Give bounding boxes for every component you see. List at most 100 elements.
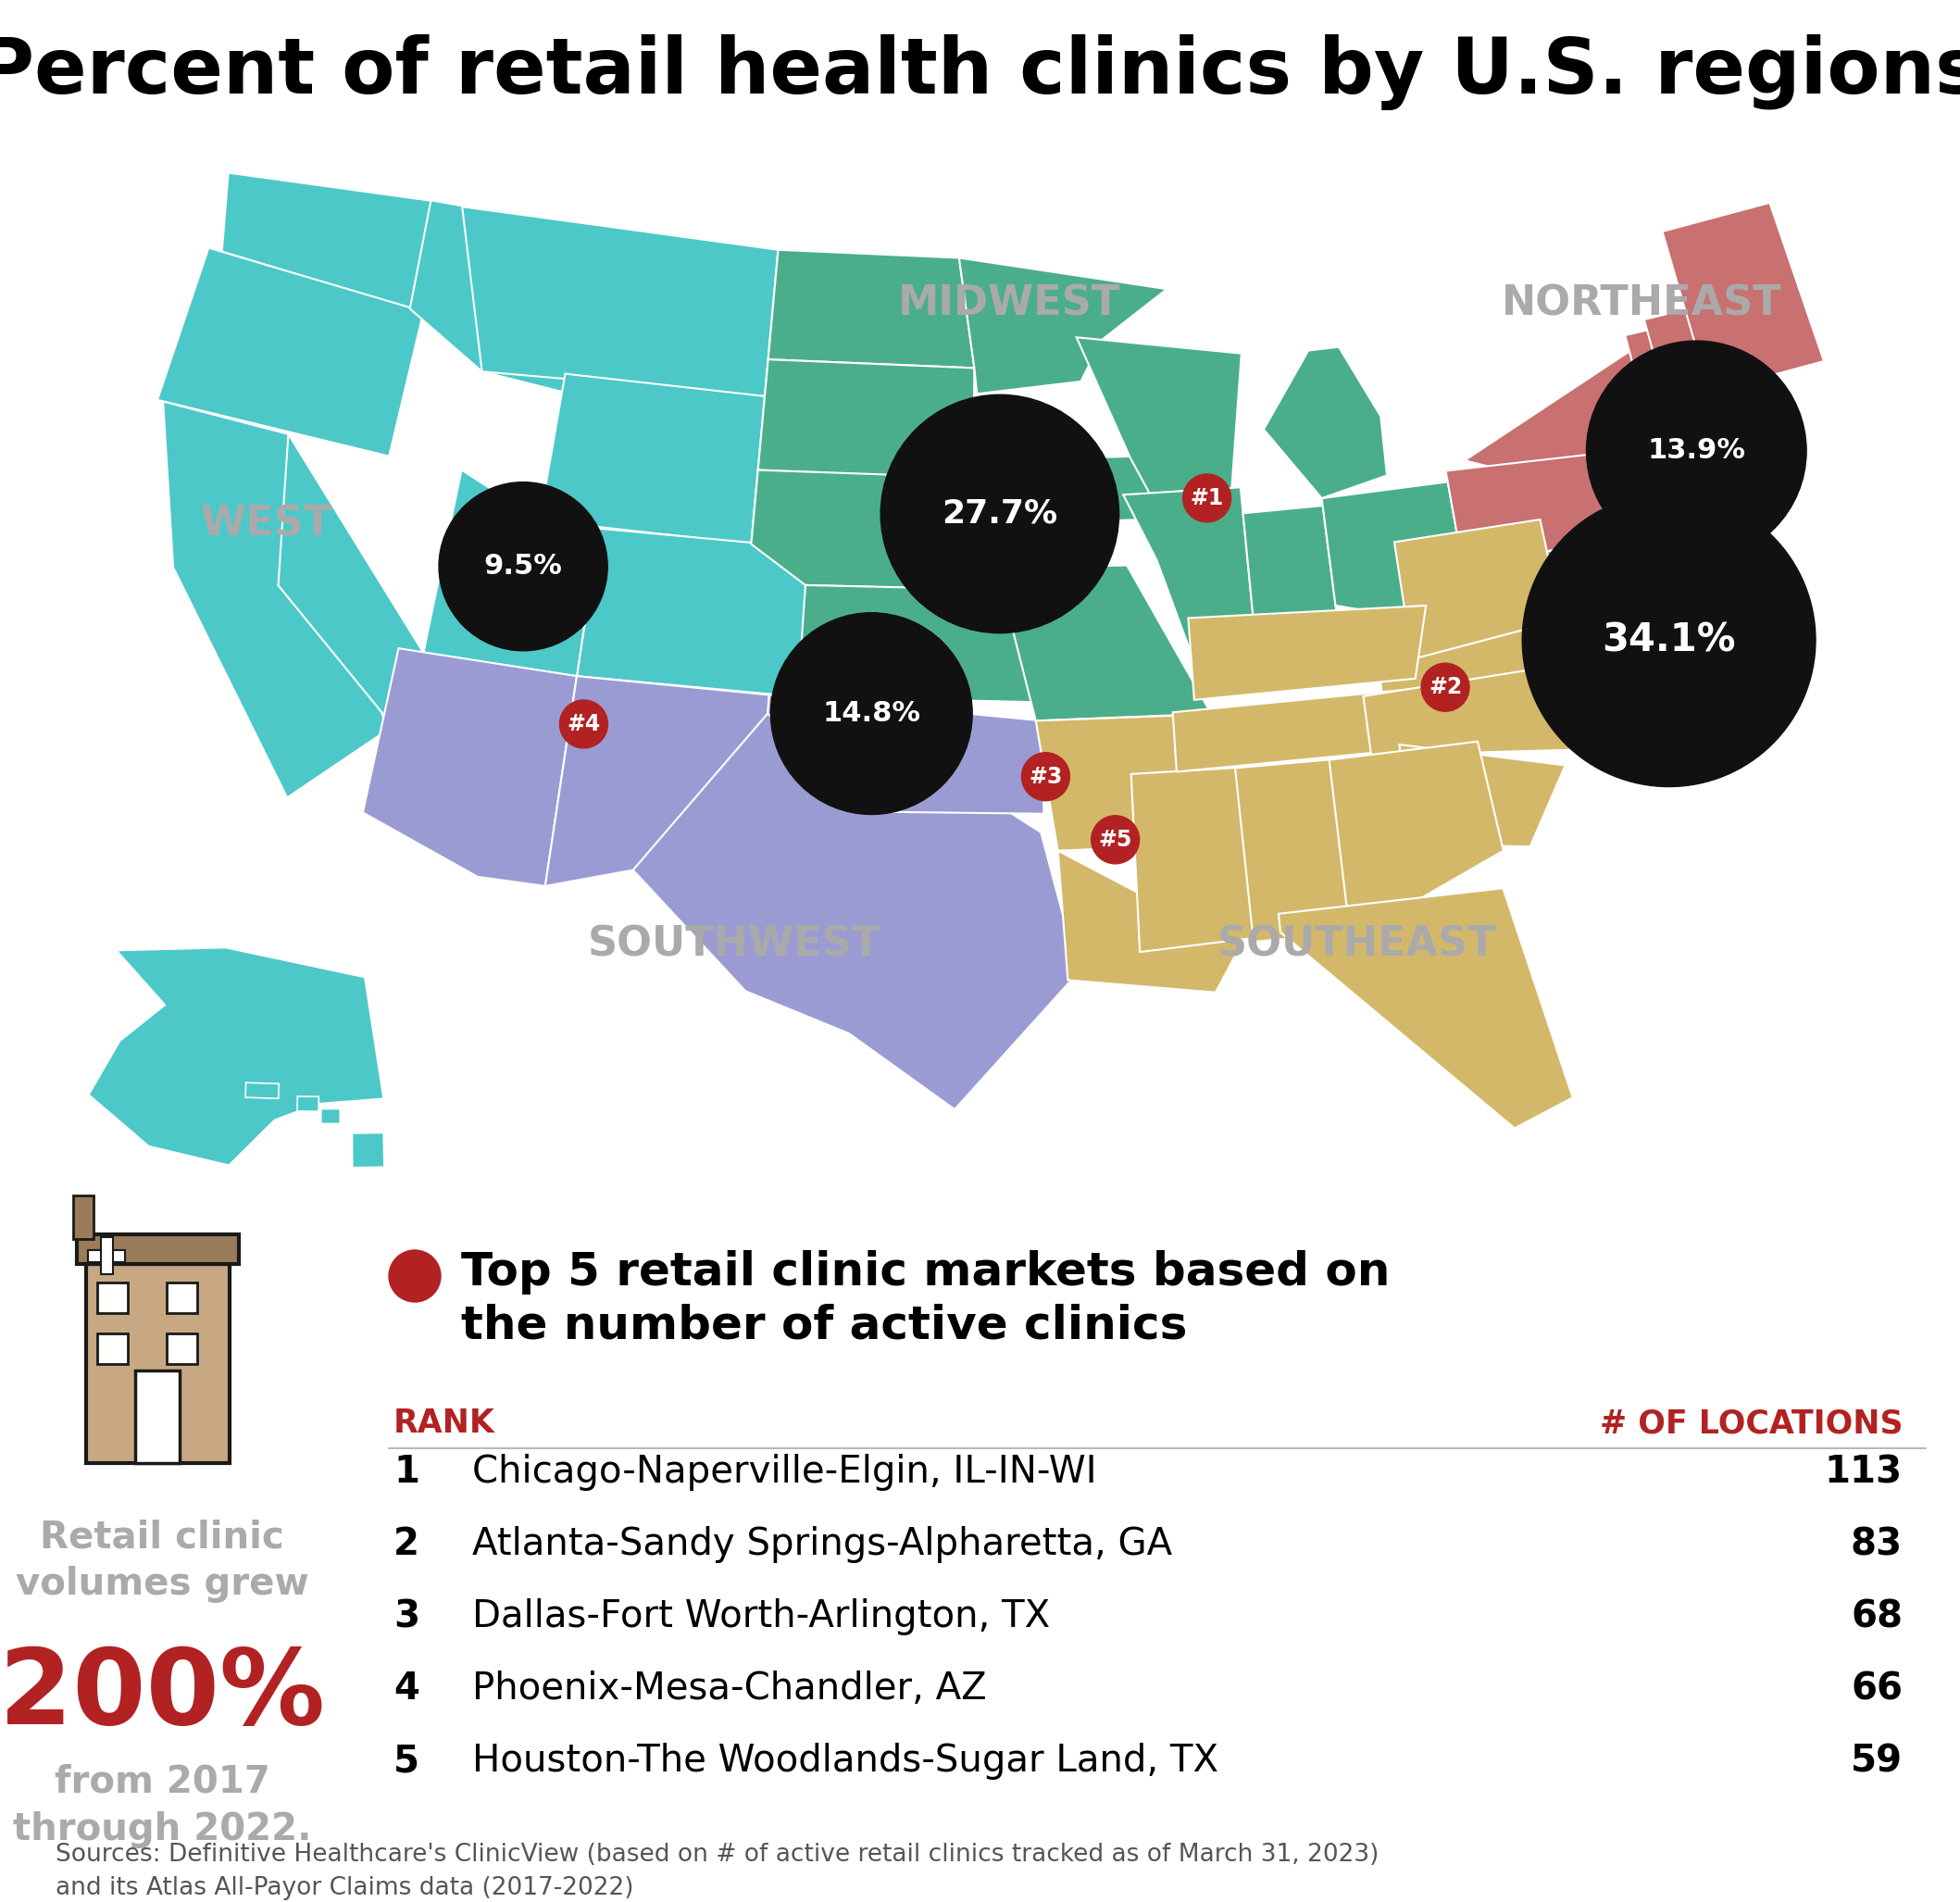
FancyBboxPatch shape <box>135 1371 180 1463</box>
Text: Atlanta-Sandy Springs-Alpharetta, GA: Atlanta-Sandy Springs-Alpharetta, GA <box>472 1525 1172 1563</box>
Polygon shape <box>1625 323 1697 407</box>
FancyBboxPatch shape <box>73 1196 94 1238</box>
Polygon shape <box>410 200 594 392</box>
Circle shape <box>1184 474 1231 523</box>
Polygon shape <box>1172 687 1454 772</box>
Polygon shape <box>759 359 974 479</box>
Circle shape <box>1523 493 1815 787</box>
Text: 59: 59 <box>1850 1742 1903 1780</box>
Text: Phoenix-Mesa-Chandler, AZ: Phoenix-Mesa-Chandler, AZ <box>472 1670 986 1708</box>
Polygon shape <box>1446 451 1637 567</box>
FancyBboxPatch shape <box>88 1250 125 1263</box>
Text: MIDWEST: MIDWEST <box>898 283 1119 323</box>
Text: #5: #5 <box>1098 829 1133 850</box>
Circle shape <box>880 396 1119 633</box>
Polygon shape <box>1264 346 1388 498</box>
FancyBboxPatch shape <box>76 1234 239 1265</box>
Polygon shape <box>1642 386 1760 462</box>
Circle shape <box>561 700 608 747</box>
Polygon shape <box>545 675 768 886</box>
Polygon shape <box>321 1109 341 1124</box>
Text: 34.1%: 34.1% <box>1601 620 1737 660</box>
Polygon shape <box>423 470 600 675</box>
Polygon shape <box>1123 487 1260 696</box>
Polygon shape <box>798 586 1035 702</box>
Circle shape <box>1586 340 1807 561</box>
Text: SOUTHWEST: SOUTHWEST <box>588 924 880 964</box>
Polygon shape <box>1321 481 1472 620</box>
Text: 2: 2 <box>394 1525 419 1563</box>
Polygon shape <box>768 249 974 367</box>
Polygon shape <box>1235 757 1370 941</box>
Text: #3: #3 <box>1029 765 1062 787</box>
Text: Sources: Definitive Healthcare's ClinicView (based on # of active retail clinics: Sources: Definitive Healthcare's ClinicV… <box>55 1843 1380 1900</box>
Polygon shape <box>221 173 437 308</box>
Polygon shape <box>1364 652 1662 755</box>
Text: 13.9%: 13.9% <box>1646 437 1746 464</box>
Polygon shape <box>1278 888 1572 1128</box>
Text: 1: 1 <box>394 1453 419 1491</box>
Text: Houston-The Woodlands-Sugar Land, TX: Houston-The Woodlands-Sugar Land, TX <box>472 1742 1219 1780</box>
FancyBboxPatch shape <box>98 1282 127 1312</box>
Text: 9.5%: 9.5% <box>484 553 563 580</box>
Polygon shape <box>1188 605 1427 700</box>
Circle shape <box>1021 753 1070 801</box>
Text: 5: 5 <box>394 1742 419 1780</box>
Text: #2: #2 <box>1429 677 1462 698</box>
Text: 3: 3 <box>394 1598 419 1636</box>
Polygon shape <box>1378 599 1637 698</box>
Polygon shape <box>998 565 1211 721</box>
Text: 200%: 200% <box>0 1643 325 1746</box>
Polygon shape <box>1494 536 1642 612</box>
Text: RANK: RANK <box>394 1407 496 1440</box>
Circle shape <box>388 1250 441 1303</box>
Text: 66: 66 <box>1850 1670 1903 1708</box>
Polygon shape <box>1329 742 1503 928</box>
Polygon shape <box>633 713 1078 1109</box>
Polygon shape <box>1595 470 1666 559</box>
Polygon shape <box>1697 428 1729 462</box>
Text: 68: 68 <box>1850 1598 1903 1636</box>
Polygon shape <box>958 259 1166 394</box>
FancyBboxPatch shape <box>100 1236 114 1274</box>
Polygon shape <box>88 947 384 1166</box>
Polygon shape <box>363 649 576 886</box>
FancyBboxPatch shape <box>167 1333 198 1364</box>
Circle shape <box>1421 664 1470 711</box>
Polygon shape <box>1662 204 1825 392</box>
Text: NORTHEAST: NORTHEAST <box>1501 283 1782 323</box>
Text: Retail clinic
volumes grew: Retail clinic volumes grew <box>16 1518 308 1603</box>
Polygon shape <box>1399 744 1566 846</box>
Text: 4: 4 <box>394 1670 419 1708</box>
Polygon shape <box>278 434 423 719</box>
Circle shape <box>1092 816 1139 864</box>
Text: #4: #4 <box>566 713 600 736</box>
Text: WEST: WEST <box>200 504 333 544</box>
Text: 113: 113 <box>1825 1453 1903 1491</box>
Polygon shape <box>157 247 423 456</box>
Polygon shape <box>539 375 764 544</box>
FancyBboxPatch shape <box>86 1265 229 1463</box>
Polygon shape <box>576 529 811 696</box>
Polygon shape <box>1644 430 1709 481</box>
Text: Chicago-Naperville-Elgin, IL-IN-WI: Chicago-Naperville-Elgin, IL-IN-WI <box>472 1453 1098 1491</box>
Polygon shape <box>1644 306 1721 401</box>
Polygon shape <box>1464 325 1670 502</box>
Text: Percent of retail health clinics by U.S. regions: Percent of retail health clinics by U.S.… <box>0 34 1960 110</box>
Polygon shape <box>1035 715 1201 850</box>
Circle shape <box>770 612 972 814</box>
Polygon shape <box>768 694 1045 814</box>
Text: SOUTHEAST: SOUTHEAST <box>1217 924 1497 964</box>
Text: 27.7%: 27.7% <box>943 498 1058 529</box>
Polygon shape <box>1076 337 1241 493</box>
Polygon shape <box>976 456 1162 523</box>
FancyBboxPatch shape <box>98 1333 127 1364</box>
Polygon shape <box>1603 533 1639 590</box>
Circle shape <box>439 481 608 650</box>
Polygon shape <box>1394 519 1566 668</box>
Text: Dallas-Fort Worth-Arlington, TX: Dallas-Fort Worth-Arlington, TX <box>472 1598 1051 1636</box>
Polygon shape <box>1243 506 1341 662</box>
Text: #1: #1 <box>1190 487 1223 510</box>
Polygon shape <box>1131 767 1252 953</box>
Polygon shape <box>245 1082 278 1099</box>
